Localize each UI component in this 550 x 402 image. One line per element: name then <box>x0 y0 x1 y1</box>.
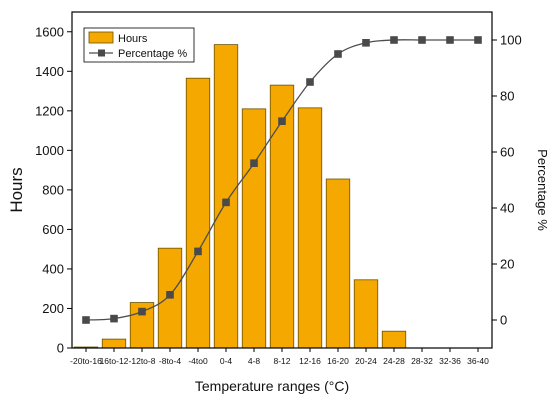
x-tick-label: 4-8 <box>248 356 261 366</box>
x-tick-label: 16to-12 <box>100 356 129 366</box>
x-tick-label: -8to-4 <box>159 356 181 366</box>
x-tick-label: 8-12 <box>273 356 290 366</box>
y-tick-label: 600 <box>42 222 64 237</box>
point-36-40 <box>474 36 482 44</box>
line-series-percentage <box>82 36 482 324</box>
y-tick-label: 0 <box>57 341 64 356</box>
point-32-36 <box>446 36 454 44</box>
point-28-32 <box>418 36 426 44</box>
x-tick-label: 32-36 <box>439 356 461 366</box>
legend-swatch-hours <box>88 31 114 44</box>
x-tick-label: -12to-8 <box>129 356 156 366</box>
bar-16to-12 <box>101 338 127 349</box>
x-tick-label: -4to0 <box>188 356 208 366</box>
bar-series-hours <box>73 44 407 349</box>
legend-label-percentage: Percentage % <box>118 48 187 60</box>
y-tick-label: 1000 <box>35 143 64 158</box>
y-tick-label: 1200 <box>35 103 64 118</box>
y2-tick-label: 0 <box>500 313 507 328</box>
bar-4-8 <box>241 108 267 349</box>
x-tick-label: 0-4 <box>220 356 233 366</box>
legend-label-hours: Hours <box>118 33 148 45</box>
point--12to-8 <box>138 307 146 316</box>
x-tick-label: 16-20 <box>327 356 349 366</box>
point--20to-16 <box>82 316 90 324</box>
point-12-16 <box>306 78 314 86</box>
x-tick-label: 36-40 <box>467 356 489 366</box>
y2-axis-title: Percentage % <box>535 149 550 231</box>
bar-16-20 <box>325 178 351 349</box>
y-tick-label: 800 <box>42 182 64 197</box>
x-tick-label: 28-32 <box>411 356 433 366</box>
y-tick-label: 1400 <box>35 64 64 79</box>
legend-swatch-percentage-marker <box>98 49 105 57</box>
y-axis-title: Hours <box>7 167 26 212</box>
point-0-4 <box>222 198 230 207</box>
point-24-28 <box>390 36 398 44</box>
x-tick-label: 24-28 <box>383 356 405 366</box>
y-tick-label: 1600 <box>35 24 64 39</box>
bar-20-24 <box>353 279 379 349</box>
bar-0-4 <box>213 44 239 349</box>
x-tick-label: -20to-16 <box>70 356 102 366</box>
x-axis-title: Temperature ranges (°C) <box>195 378 349 394</box>
ticks: 0 200 400 600 800 1000 1200 1400 1600 0 20 40 60 80 10… <box>35 24 522 366</box>
y-tick-label: 400 <box>42 261 64 276</box>
y2-tick-label: 20 <box>500 257 514 272</box>
bar-24-28 <box>381 330 407 349</box>
point--4to0 <box>194 247 202 256</box>
y2-tick-label: 80 <box>500 89 514 104</box>
y-tick-label: 200 <box>42 301 64 316</box>
point--8to-4 <box>166 291 174 299</box>
x-tick-label: 20-24 <box>355 356 377 366</box>
legend: Hours Percentage % <box>83 27 195 63</box>
bar-12-16 <box>297 107 323 349</box>
point-20-24 <box>362 39 370 47</box>
point-8-12 <box>278 117 286 125</box>
point-4-8 <box>250 159 258 167</box>
point-16-20 <box>334 50 342 58</box>
y2-tick-label: 40 <box>500 201 514 216</box>
x-tick-label: 12-16 <box>299 356 321 366</box>
bar--4to0 <box>185 77 211 349</box>
y2-tick-label: 60 <box>500 145 514 160</box>
y2-tick-label: 100 <box>500 33 522 48</box>
point-16to-12 <box>110 314 118 323</box>
